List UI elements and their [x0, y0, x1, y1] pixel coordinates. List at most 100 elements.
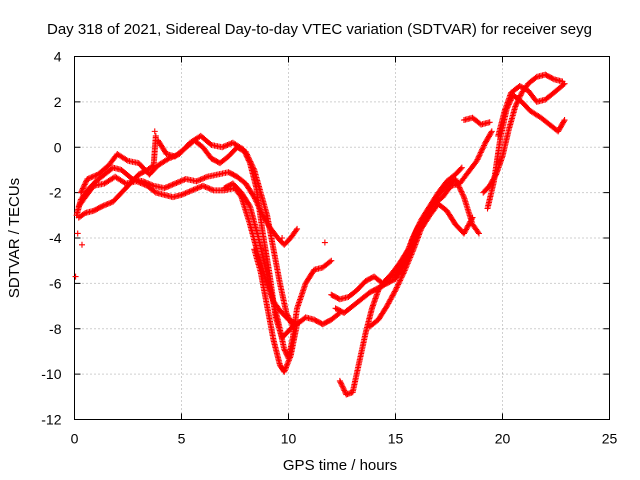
data-point — [287, 318, 294, 325]
data-point — [141, 181, 148, 188]
data-point — [201, 174, 208, 181]
data-point — [281, 347, 288, 354]
data-point — [176, 178, 183, 185]
data-point — [465, 221, 472, 228]
data-point — [399, 271, 406, 278]
data-point — [294, 225, 301, 232]
data-point — [394, 282, 401, 289]
data-point — [286, 355, 293, 362]
data-point — [477, 150, 484, 157]
data-point — [481, 142, 488, 149]
y-tick-labels: -12 -10 -8 -6 -4 -2 0 2 4 — [41, 49, 61, 428]
data-point — [207, 186, 214, 193]
x-tick-label: 5 — [178, 431, 186, 447]
data-point — [459, 191, 466, 198]
data-point — [249, 162, 256, 169]
data-point — [336, 377, 343, 384]
data-point — [466, 219, 473, 226]
data-point — [475, 230, 482, 237]
data-point — [397, 277, 404, 284]
y-tick-label: -10 — [41, 366, 61, 382]
data-point — [78, 188, 85, 195]
data-point — [338, 380, 345, 387]
y-tick-label: 2 — [54, 94, 62, 110]
data-point — [106, 200, 113, 207]
data-point — [453, 178, 460, 185]
data-point — [178, 177, 185, 184]
data-point — [138, 180, 145, 187]
data-point — [193, 178, 200, 185]
data-point — [207, 140, 214, 147]
data-point — [328, 257, 335, 264]
data-point — [460, 192, 467, 199]
data-point — [400, 258, 407, 265]
data-point — [395, 280, 402, 287]
data-point — [384, 301, 391, 308]
data-point — [165, 155, 172, 162]
data-point — [181, 190, 188, 197]
data-point — [246, 202, 253, 208]
x-tick-label: 20 — [495, 431, 511, 447]
data-point — [164, 183, 171, 190]
data-point — [395, 281, 402, 288]
data-point — [186, 188, 193, 195]
data-point — [202, 183, 209, 190]
data-point — [455, 181, 462, 188]
data-point — [283, 363, 290, 370]
data-point — [178, 191, 185, 198]
data-point — [250, 165, 257, 172]
data-point — [412, 229, 419, 236]
data-point — [284, 361, 291, 368]
data-point — [283, 350, 290, 357]
data-point — [151, 188, 158, 195]
data-point — [453, 177, 460, 184]
data-point — [468, 215, 475, 222]
data-point — [195, 184, 202, 191]
data-point — [246, 157, 253, 164]
data-point — [177, 178, 184, 185]
data-point — [476, 152, 483, 159]
data-point — [224, 141, 231, 148]
data-point — [281, 368, 288, 375]
x-tick-label: 0 — [71, 431, 79, 447]
data-point — [462, 227, 469, 234]
data-point — [205, 185, 212, 192]
data-point — [200, 175, 207, 182]
data-point — [190, 186, 197, 193]
data-point — [201, 183, 208, 190]
data-point — [279, 235, 286, 241]
data-point — [475, 229, 482, 236]
data-point — [281, 346, 288, 353]
data-point — [249, 164, 256, 171]
y-tick-label: -2 — [49, 185, 62, 201]
data-point — [478, 148, 485, 155]
data-point — [392, 287, 399, 294]
data-point — [457, 187, 464, 194]
data-point — [341, 387, 348, 394]
data-point — [85, 175, 92, 182]
data-point — [321, 239, 328, 246]
data-point — [173, 179, 180, 186]
data-point — [197, 176, 204, 183]
data-point — [383, 303, 390, 310]
data-point — [221, 143, 228, 150]
data-point — [220, 143, 227, 150]
y-tick-label: -12 — [41, 412, 61, 428]
data-point — [457, 185, 464, 192]
y-tick-label: -4 — [49, 230, 62, 246]
data-point — [137, 179, 144, 186]
data-point — [458, 188, 465, 195]
y-axis-title: SDTVAR / TECUs — [6, 178, 23, 298]
data-point — [194, 177, 201, 184]
data-point — [187, 187, 194, 194]
data-point — [183, 189, 190, 196]
data-point — [203, 184, 210, 191]
data-point — [455, 182, 462, 189]
data-point — [89, 173, 96, 180]
data-point — [199, 182, 206, 189]
data-point — [243, 150, 250, 157]
data-point — [285, 357, 292, 364]
x-tick-label: 25 — [602, 431, 618, 447]
data-point — [287, 354, 294, 361]
data-point — [286, 316, 293, 323]
